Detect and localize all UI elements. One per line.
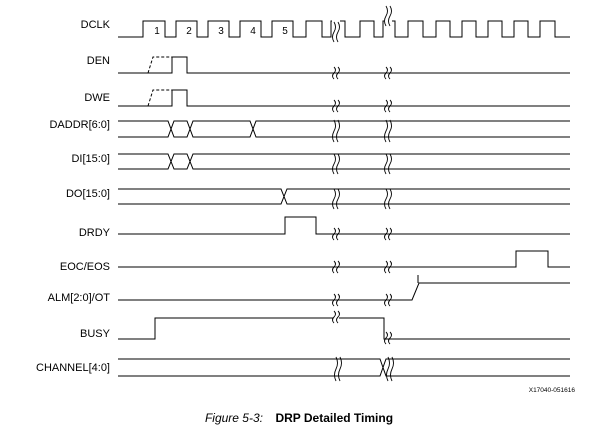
do-label: DO[15:0] <box>66 188 110 200</box>
den-waveform <box>118 56 570 80</box>
figure-id: X17040-051616 <box>529 387 576 394</box>
cycle-number: 1 <box>154 26 160 37</box>
channel-waveform <box>118 356 570 382</box>
cycle-number: 3 <box>218 26 224 37</box>
drdy-waveform <box>118 216 570 241</box>
drdy-label: DRDY <box>79 227 111 239</box>
figure-caption: Figure 5-3: DRP Detailed Timing <box>205 409 393 426</box>
eoc-waveform <box>118 250 570 274</box>
channel-label: CHANNEL[4:0] <box>36 362 110 374</box>
busy-label: BUSY <box>80 328 111 340</box>
di-waveform <box>118 153 570 175</box>
cycle-number: 4 <box>250 26 256 37</box>
busy-waveform <box>118 310 570 345</box>
daddr-label: DADDR[6:0] <box>49 119 110 131</box>
di-label: DI[15:0] <box>71 153 110 165</box>
do-waveform <box>118 188 570 210</box>
alm-label: ALM[2:0]/OT <box>48 292 111 304</box>
cycle-number: 2 <box>186 26 192 37</box>
dwe-label: DWE <box>84 92 110 104</box>
caption-title: DRP Detailed Timing <box>275 411 393 425</box>
dwe-waveform <box>118 89 570 113</box>
cycle-number: 5 <box>282 26 288 37</box>
daddr-waveform <box>118 119 570 143</box>
caption-prefix: Figure 5-3: <box>205 411 263 425</box>
dclk-waveform <box>118 5 570 43</box>
dclk-label: DCLK <box>81 19 111 31</box>
eoc-label: EOC/EOS <box>60 261 110 273</box>
den-label: DEN <box>87 55 110 67</box>
alm-waveform <box>118 275 570 307</box>
